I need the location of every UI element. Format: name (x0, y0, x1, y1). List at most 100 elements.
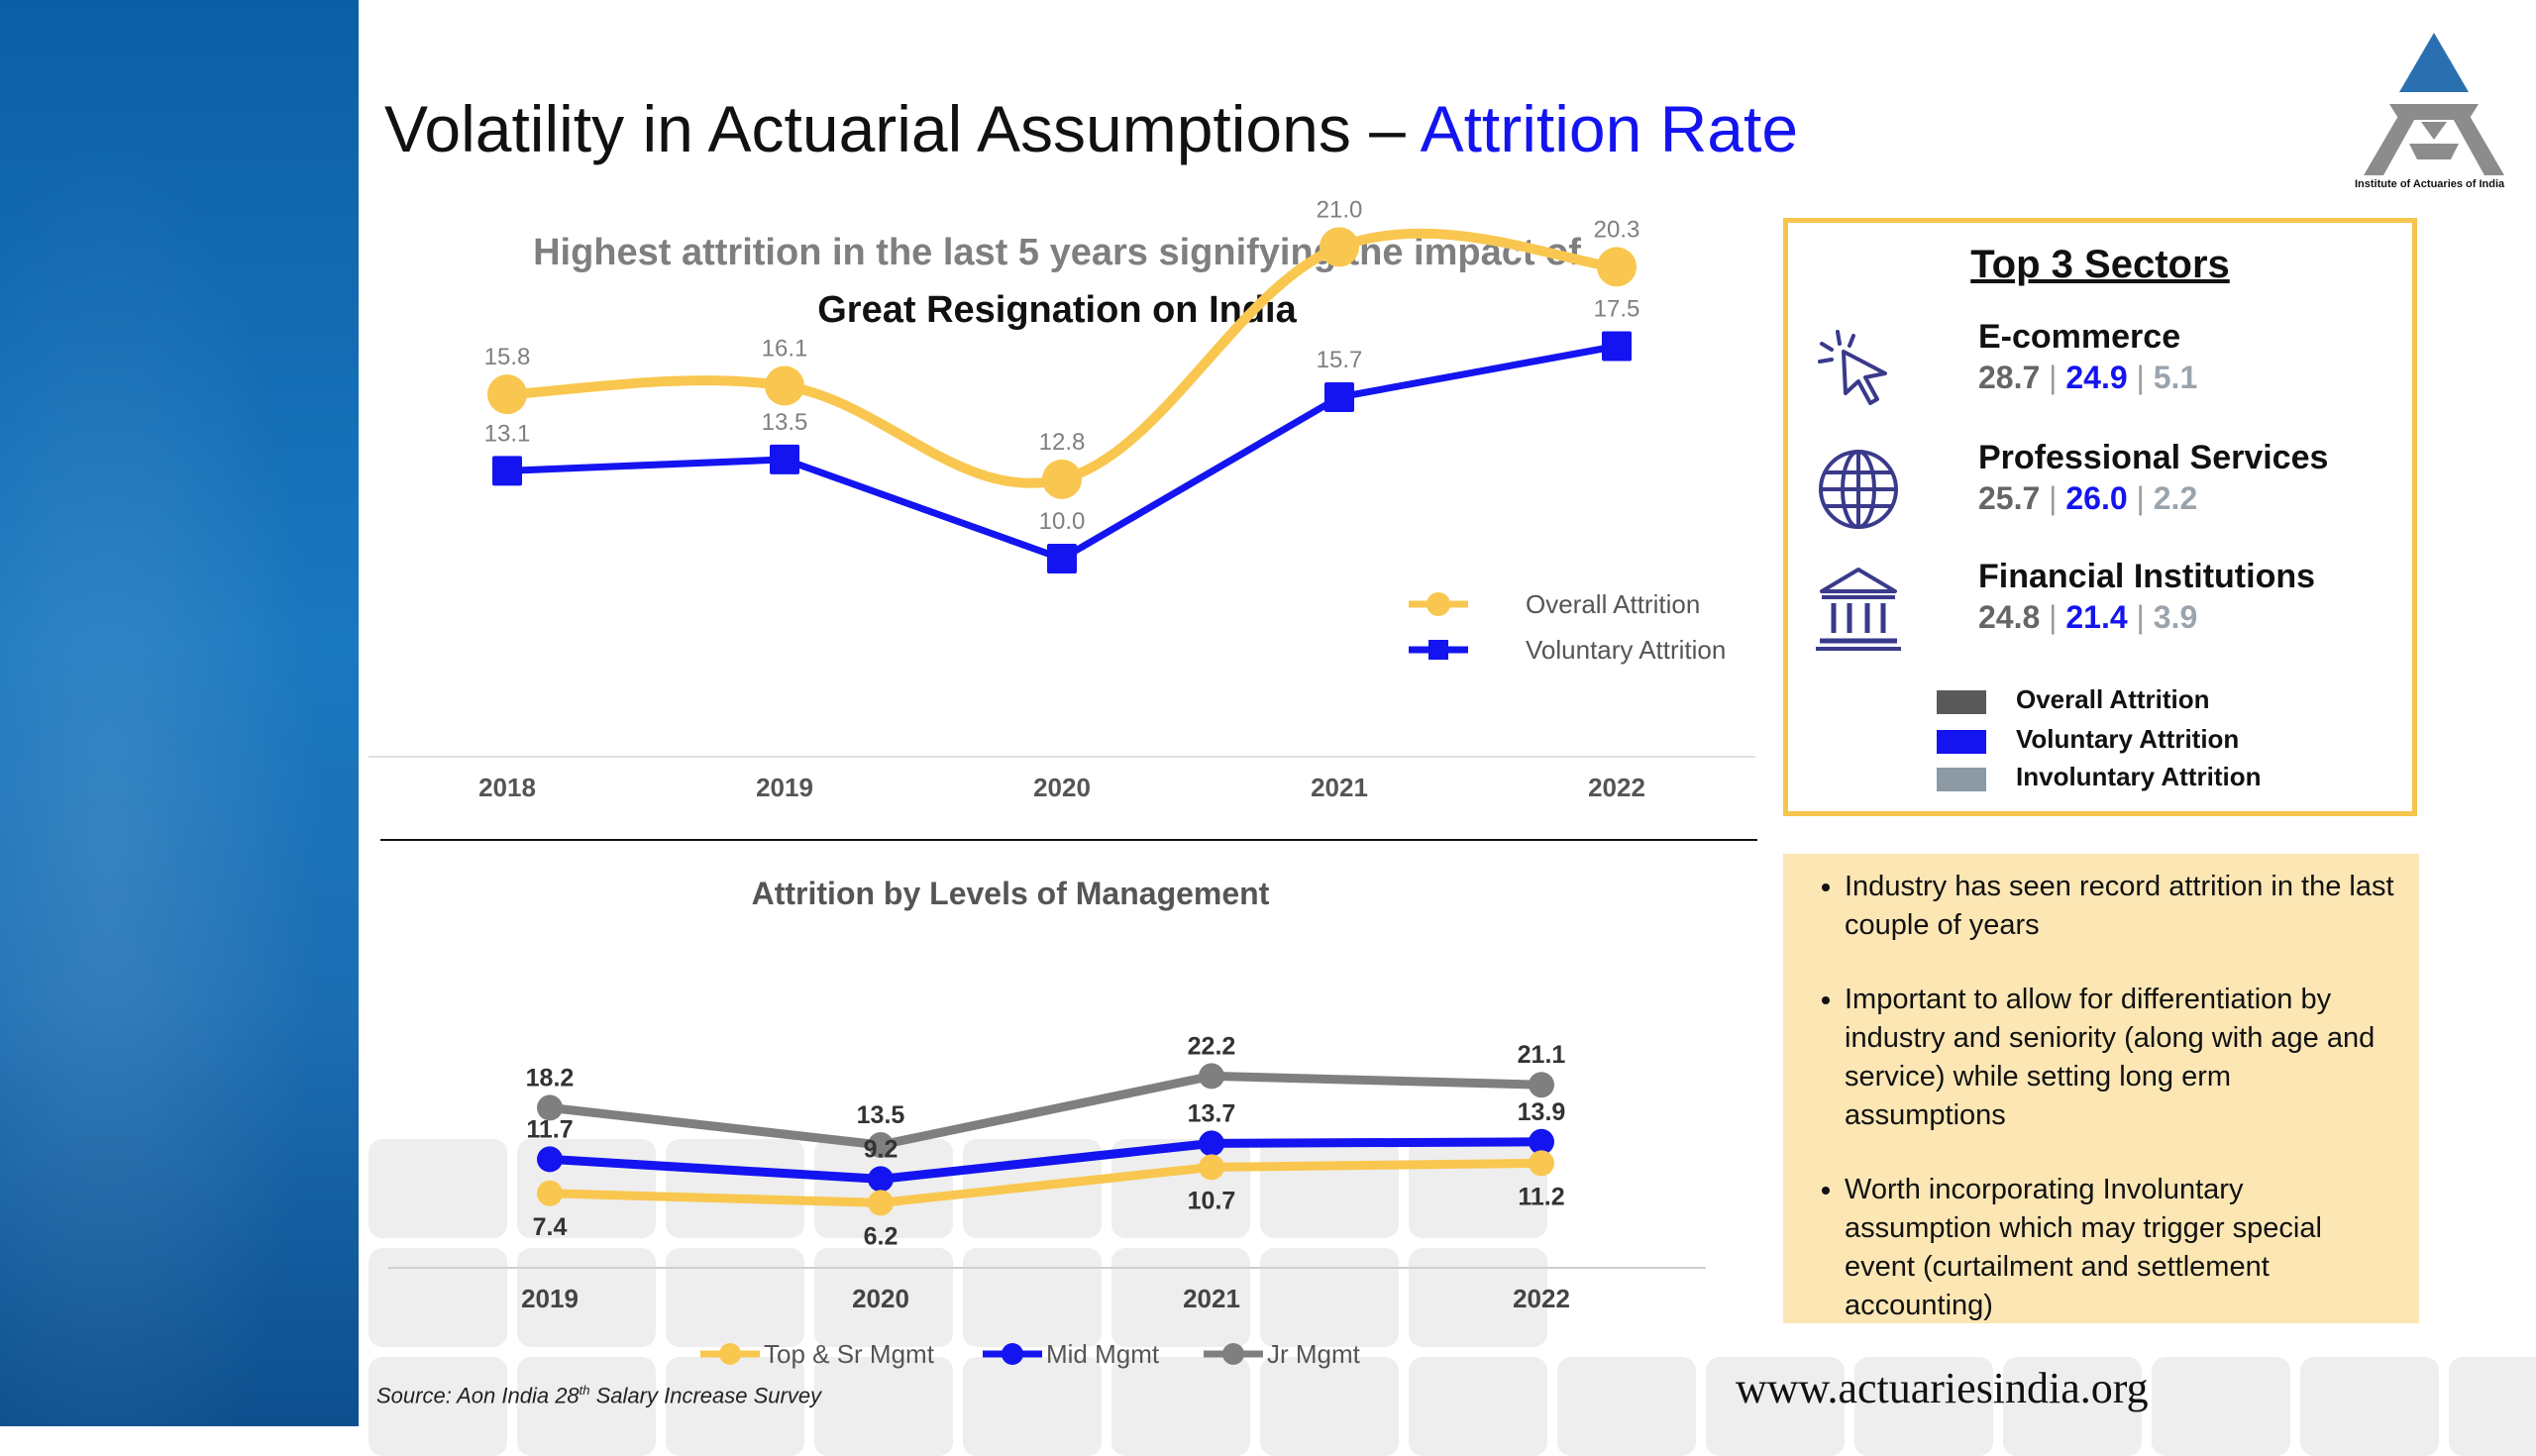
voluntary-data-label: 13.5 (762, 409, 808, 436)
value-separator: | (2049, 360, 2058, 395)
keyboard-key-shape (2449, 1357, 2536, 1456)
mgmt-series-point (1529, 1128, 1554, 1155)
x-tick-label: 2020 (1033, 773, 1091, 802)
voluntary-point (770, 444, 799, 474)
overall-point (1597, 247, 1637, 287)
sector-professional-services: Professional Services 25.7 | 26.0 | 2.2 (1788, 439, 2412, 548)
mgmt-data-label: 21.1 (1518, 1041, 1566, 1069)
overall-data-label: 21.0 (1317, 196, 1363, 223)
bank-icon (1816, 568, 1901, 651)
overall-value: 28.7 (1978, 360, 2041, 395)
mgmt-data-label: 13.7 (1188, 1099, 1236, 1127)
legend-swatch (1937, 730, 1986, 754)
insight-item: Worth incorporating Involuntary assumpti… (1845, 1171, 2395, 1325)
voluntary-value: 26.0 (2065, 480, 2128, 516)
legend-label: Jr Mgmt (1267, 1339, 1361, 1369)
mgmt-data-label: 22.2 (1188, 1032, 1236, 1060)
mgmt-series-point (1199, 1130, 1224, 1157)
sector-name: E-commerce (1978, 318, 2181, 356)
top-sectors-panel: Top 3 Sectors E-commerce 28.7 | 24.9 | 5… (1783, 218, 2417, 816)
overall-data-label: 12.8 (1039, 429, 1086, 456)
legend-marker (719, 1343, 741, 1365)
keyboard-key-shape (2300, 1357, 2439, 1456)
sector-values: 24.8 | 21.4 | 3.9 (1978, 599, 2197, 636)
sector-legend-voluntary: Voluntary Attrition (1937, 724, 2402, 760)
mgmt-series-point (1199, 1063, 1224, 1090)
mgmt-series-line (549, 1137, 1542, 1184)
source-note: Source: Aon India 28th Salary Increase S… (376, 1383, 821, 1408)
source-sup: th (579, 1383, 590, 1398)
sector-name: Professional Services (1978, 439, 2329, 476)
x-tick-label: 2019 (756, 773, 813, 802)
legend-swatch (1937, 690, 1986, 714)
sector-ecommerce: E-commerce 28.7 | 24.9 | 5.1 (1788, 318, 2412, 427)
mgmt-series-point (1199, 1154, 1224, 1181)
overall-data-label: 15.8 (484, 344, 531, 370)
voluntary-point (1602, 331, 1632, 362)
left-decorative-band (0, 0, 359, 1426)
legend-swatch (1937, 768, 1986, 791)
overall-point (1042, 459, 1082, 499)
source-prefix: Source: Aon India 28 (376, 1383, 580, 1408)
mgmt-series-line (549, 1071, 1542, 1150)
voluntary-value: 24.9 (2065, 360, 2128, 395)
legend-label: Voluntary Attrition (1526, 635, 1726, 665)
mgmt-series-point (537, 1146, 563, 1173)
sector-values: 25.7 | 26.0 | 2.2 (1978, 480, 2197, 517)
legend-label: Overall Attrition (2016, 684, 2210, 714)
overall-voluntary-attrition-chart: 2018 2019 2020 2021 2022 15.8 16.1 12.8 21.0 20.3… (369, 196, 1755, 802)
involuntary-value: 5.1 (2153, 360, 2198, 395)
x-tick-label: 2018 (478, 773, 536, 802)
insight-item: Important to allow for differentiation b… (1845, 981, 2395, 1135)
mgmt-series-line (549, 1158, 1542, 1207)
sector-name: Financial Institutions (1978, 558, 2316, 595)
legend-label: Mid Mgmt (1046, 1339, 1160, 1369)
mgmt-series-point (868, 1132, 894, 1158)
overall-data-label: 16.1 (762, 336, 808, 363)
website-link[interactable]: www.actuariesindia.org (1736, 1364, 2149, 1412)
x-tick-label: 2019 (521, 1284, 579, 1313)
voluntary-point (492, 456, 522, 486)
legend-label: Voluntary Attrition (2016, 724, 2240, 754)
slide-title: Volatility in Actuarial Assumptions – At… (384, 91, 1798, 166)
institute-logo (2364, 33, 2504, 175)
sector-values: 28.7 | 24.9 | 5.1 (1978, 360, 2197, 396)
legend-marker (1002, 1343, 1023, 1365)
mgmt-data-label: 13.5 (857, 1101, 905, 1129)
source-suffix: Salary Increase Survey (589, 1383, 822, 1408)
mgmt-series-point (537, 1094, 563, 1121)
overall-point (765, 365, 804, 406)
overall-point (487, 374, 527, 415)
overall-data-label: 20.3 (1594, 216, 1640, 243)
mgmt-series-point (868, 1190, 894, 1216)
value-separator: | (2136, 480, 2145, 516)
overall-point (1320, 227, 1359, 267)
sector-legend-overall: Overall Attrition (1937, 684, 2402, 720)
overall-value: 24.8 (1978, 599, 2041, 635)
legend-marker (1428, 640, 1448, 660)
globe-icon (1819, 450, 1898, 529)
value-separator: | (2136, 599, 2145, 635)
involuntary-value: 3.9 (2153, 599, 2198, 635)
x-tick-label: 2022 (1513, 1284, 1570, 1313)
value-separator: | (2049, 599, 2058, 635)
cursor-click-icon (1818, 330, 1887, 405)
logo-caption: Institute of Actuaries of India (2355, 178, 2505, 190)
legend-label: Involuntary Attrition (2016, 762, 2262, 791)
mgmt-series-point (1529, 1150, 1554, 1177)
mgmt-data-label: 11.2 (1518, 1183, 1564, 1210)
voluntary-point (1324, 381, 1354, 412)
mgmt-series-point (868, 1166, 894, 1193)
mgmt-data-label: 13.9 (1518, 1098, 1566, 1126)
chart1-subtitle-line2: Great Resignation on India (817, 289, 1297, 331)
slide: Volatility in Actuarial Assumptions – At… (359, 0, 2536, 1456)
chart2-title: Attrition by Levels of Management (751, 876, 1270, 911)
sector-legend-involuntary: Involuntary Attrition (1937, 762, 2402, 797)
voluntary-data-label: 13.1 (484, 420, 531, 447)
mgmt-series-point (537, 1180, 563, 1206)
mgmt-data-label: 11.7 (526, 1115, 573, 1143)
x-tick-label: 2021 (1311, 773, 1368, 802)
mgmt-data-label: 18.2 (526, 1064, 575, 1092)
mgmt-data-label: 7.4 (533, 1213, 568, 1241)
top-sectors-heading: Top 3 Sectors (1970, 243, 2230, 286)
